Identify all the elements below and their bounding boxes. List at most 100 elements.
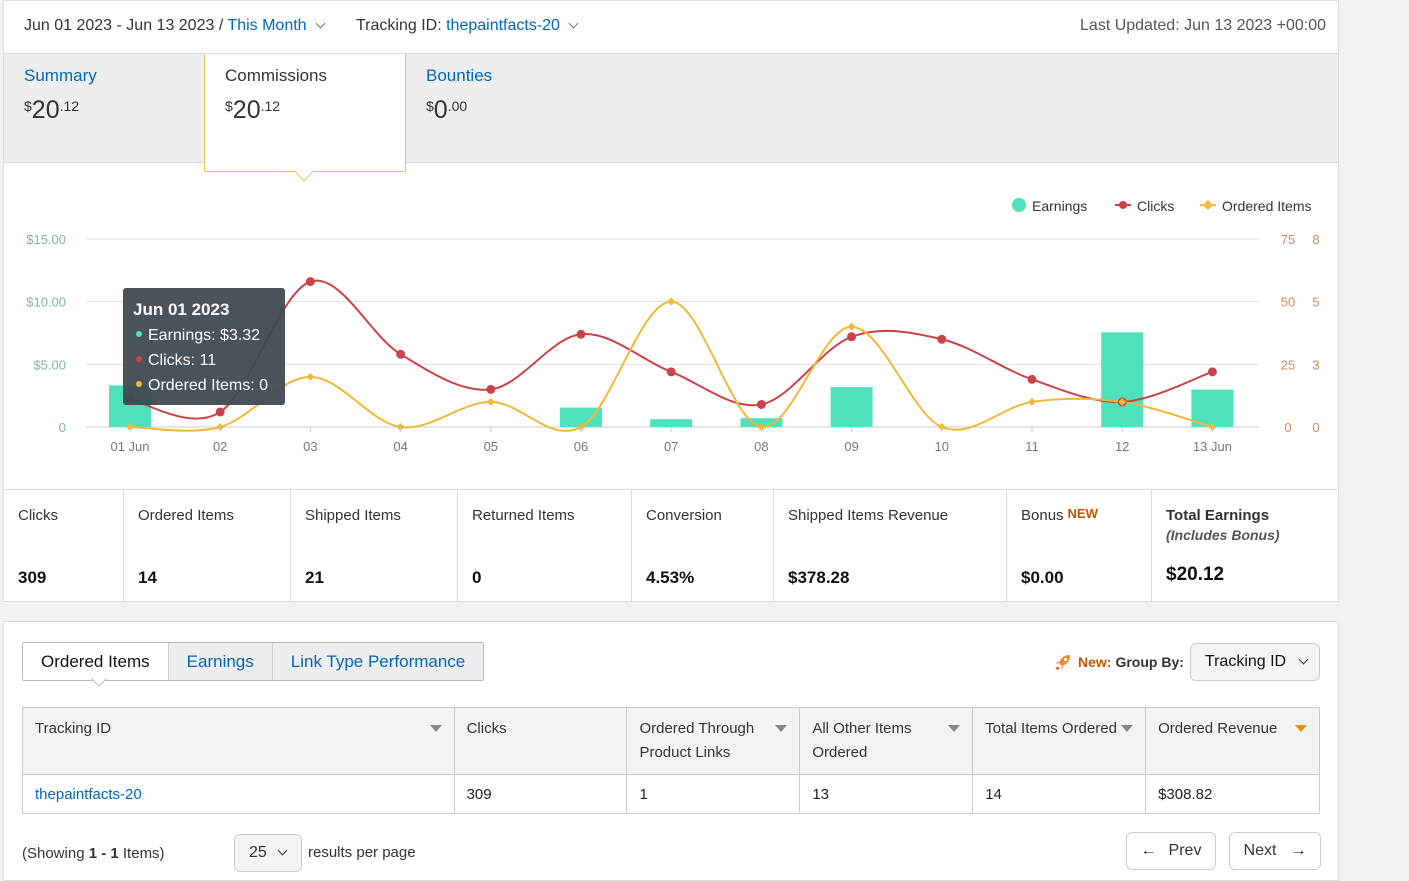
metric-clicks: Clicks 309 [4,490,124,602]
right-tick-label-ordered: 8 [1312,232,1319,247]
ordered-point [1118,397,1127,406]
earnings-bar [830,387,873,427]
col-all-other-items[interactable]: All Other Items Ordered [799,707,974,775]
legend-earnings[interactable]: Earnings [1012,198,1087,214]
right-tick-label-clicks: 0 [1284,420,1291,435]
period-link[interactable]: This Month [227,17,307,34]
tracking-id-link[interactable]: thepaintfacts-20 [446,17,560,34]
right-tick-label-clicks: 50 [1281,295,1295,310]
sort-icon[interactable] [948,725,961,732]
x-tick-label: 04 [393,439,407,454]
left-tick-label: 0 [59,420,66,435]
tracking-id-label: Tracking ID: [356,17,447,34]
clicks-point [1207,367,1217,377]
svg-text:Clicks: Clicks [1137,198,1174,214]
ordered-point [1028,397,1036,406]
arrow-right-icon: → [1290,842,1307,859]
x-tick-label: 13 Jun [1193,439,1232,454]
left-tick-label: $5.00 [33,357,66,372]
legend-clicks[interactable]: Clicks [1115,198,1174,214]
ordered-items-series-line [129,300,1213,432]
tab-commissions-label: Commissions [225,66,328,85]
chart-tooltip: Jun 01 2023 Earnings: $3.32 Clicks: 11 O… [123,288,285,405]
tab-earnings[interactable]: Earnings [167,643,272,680]
metrics-row: Clicks 309 Ordered Items 14 Shipped Item… [4,489,1338,602]
sort-icon[interactable] [1121,725,1134,732]
earnings-bar [1101,332,1144,427]
group-by-new: New: [1078,654,1112,670]
group-by-select[interactable]: Tracking ID [1189,643,1321,681]
tab-link-type-performance[interactable]: Link Type Performance [271,643,484,680]
tab-bounties-label: Bounties [426,66,493,85]
x-tick-label: 03 [303,439,317,454]
clicks-point [396,349,406,359]
date-range-selector[interactable]: Jun 01 2023 - Jun 13 2023 / This Month [24,17,326,35]
right-axis-ordered: 0 3 5 8 [1312,232,1319,435]
clicks-point [576,329,586,339]
summary-tab-strip: Summary $20.12 Commissions $20.12 Bounti… [4,53,1338,172]
metric-shipped-revenue: Shipped Items Revenue $378.28 [774,490,1007,602]
performance-chart: Earnings Clicks Ordered Items 0 $5.00 $10.… [26,198,1320,454]
x-tick-label: 06 [574,439,588,454]
per-page-select[interactable]: 25 [234,834,302,872]
x-tick-label: 01 Jun [110,439,149,454]
clicks-point [215,407,225,417]
clicks-point [486,384,496,394]
tab-ordered-items[interactable]: Ordered Items [23,643,168,680]
x-tick-label: 10 [935,439,949,454]
next-button[interactable]: Next → [1229,832,1321,870]
ordered-point [847,322,856,331]
left-tick-label: $15.00 [26,232,66,247]
tab-summary-label: Summary [24,66,97,85]
col-tracking-id[interactable]: Tracking ID [22,707,455,775]
right-tick-label-clicks: 25 [1281,357,1295,372]
clicks-point [756,399,766,409]
right-tick-label-ordered: 5 [1312,295,1319,310]
tab-bounties-amount: $0.00 [426,96,468,124]
left-axis: 0 $5.00 $10.00 $15.00 [26,232,66,435]
clicks-series-line [129,279,1213,420]
col-ordered-revenue[interactable]: Ordered Revenue [1145,707,1320,775]
tab-summary-amount: $20.12 [24,96,80,124]
x-tick-label: 09 [844,439,858,454]
earnings-bar [650,419,693,427]
sort-icon[interactable] [429,725,442,732]
report-tabs: Ordered Items Earnings Link Type Perform… [22,642,485,681]
right-axis-clicks: 0 25 50 75 [1281,232,1295,435]
metric-total-earnings: Total Earnings (Includes Bonus) $20.12 [1166,507,1280,585]
tracking-id-cell-link[interactable]: thepaintfacts-20 [35,785,142,803]
group-by: New: Group By: Tracking ID [1054,642,1321,682]
table-cell: 14 [972,774,1147,814]
col-total-items[interactable]: Total Items Ordered [972,707,1147,775]
tracking-id-selector[interactable]: Tracking ID: thepaintfacts-20 [356,17,579,35]
tab-summary[interactable]: Summary $20.12 [4,54,204,164]
prev-button[interactable]: ← Prev [1126,832,1216,870]
group-by-label: Group By: [1115,654,1184,670]
legend-ordered-items[interactable]: Ordered Items [1200,198,1311,214]
earnings-bar [740,418,783,427]
metric-shipped-items: Shipped Items 21 [291,490,458,602]
tab-commissions[interactable]: Commissions $20.12 [204,54,406,172]
date-range-text: Jun 01 2023 - Jun 13 2023 [24,17,215,34]
x-tick-label: 02 [213,439,227,454]
clicks-point [847,332,857,342]
chevron-down-icon [1298,654,1309,664]
table-cell: $308.82 [1145,774,1320,814]
x-tick-label: 11 [1025,439,1039,454]
active-tab-caret [294,164,314,182]
tab-bounties[interactable]: Bounties $0.00 [406,54,606,164]
right-tick-label-ordered: 3 [1312,357,1319,372]
showing-count: (Showing 1 - 1 Items) [22,845,165,862]
arrow-left-icon: ← [1140,842,1157,859]
col-clicks[interactable]: Clicks [453,707,628,775]
header-bar: Jun 01 2023 - Jun 13 2023 / This Month T… [4,1,1338,53]
chevron-down-icon [277,845,288,855]
col-ordered-through-links[interactable]: Ordered Through Product Links [626,707,801,775]
sort-icon-active[interactable] [1295,725,1307,732]
sort-icon[interactable] [775,725,788,732]
tooltip-clicks: Clicks: 11 [148,352,216,369]
x-axis: 01 Jun 02 03 04 05 06 07 08 09 10 11 12 13 Jun [110,427,1232,454]
chevron-down-icon [315,18,326,29]
chart-legend: Earnings Clicks Ordered Items [1012,198,1311,214]
metric-returned-items: Returned Items 0 [458,490,632,602]
